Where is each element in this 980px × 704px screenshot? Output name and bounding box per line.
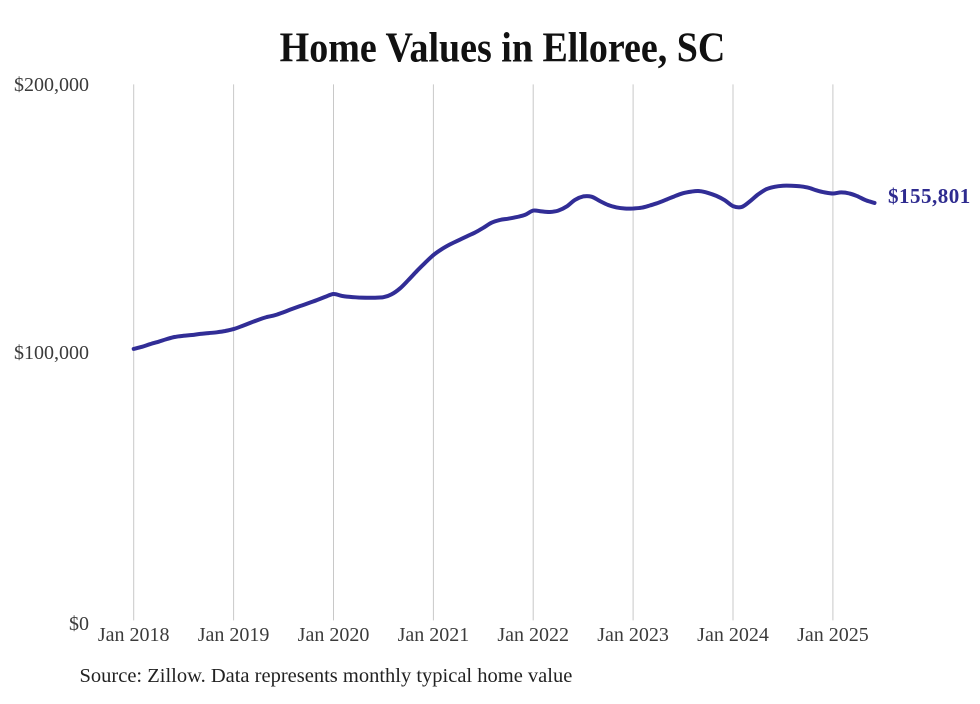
svg-text:Jan 2021: Jan 2021 [398, 624, 470, 646]
svg-text:$155,801: $155,801 [888, 184, 971, 208]
svg-text:$100,000: $100,000 [14, 342, 89, 364]
svg-text:Home Values in Elloree, SC: Home Values in Elloree, SC [280, 24, 726, 71]
svg-text:$0: $0 [69, 613, 89, 635]
svg-text:Jan 2024: Jan 2024 [697, 624, 769, 646]
svg-text:$200,000: $200,000 [14, 74, 89, 96]
svg-text:Jan 2022: Jan 2022 [497, 624, 569, 646]
svg-text:Jan 2018: Jan 2018 [98, 624, 170, 646]
svg-text:Source: Zillow. Data represent: Source: Zillow. Data represents monthly … [80, 665, 573, 687]
svg-text:Jan 2025: Jan 2025 [797, 624, 869, 646]
svg-text:Jan 2023: Jan 2023 [597, 624, 669, 646]
svg-text:Jan 2020: Jan 2020 [298, 624, 370, 646]
svg-text:Jan 2019: Jan 2019 [198, 624, 270, 646]
